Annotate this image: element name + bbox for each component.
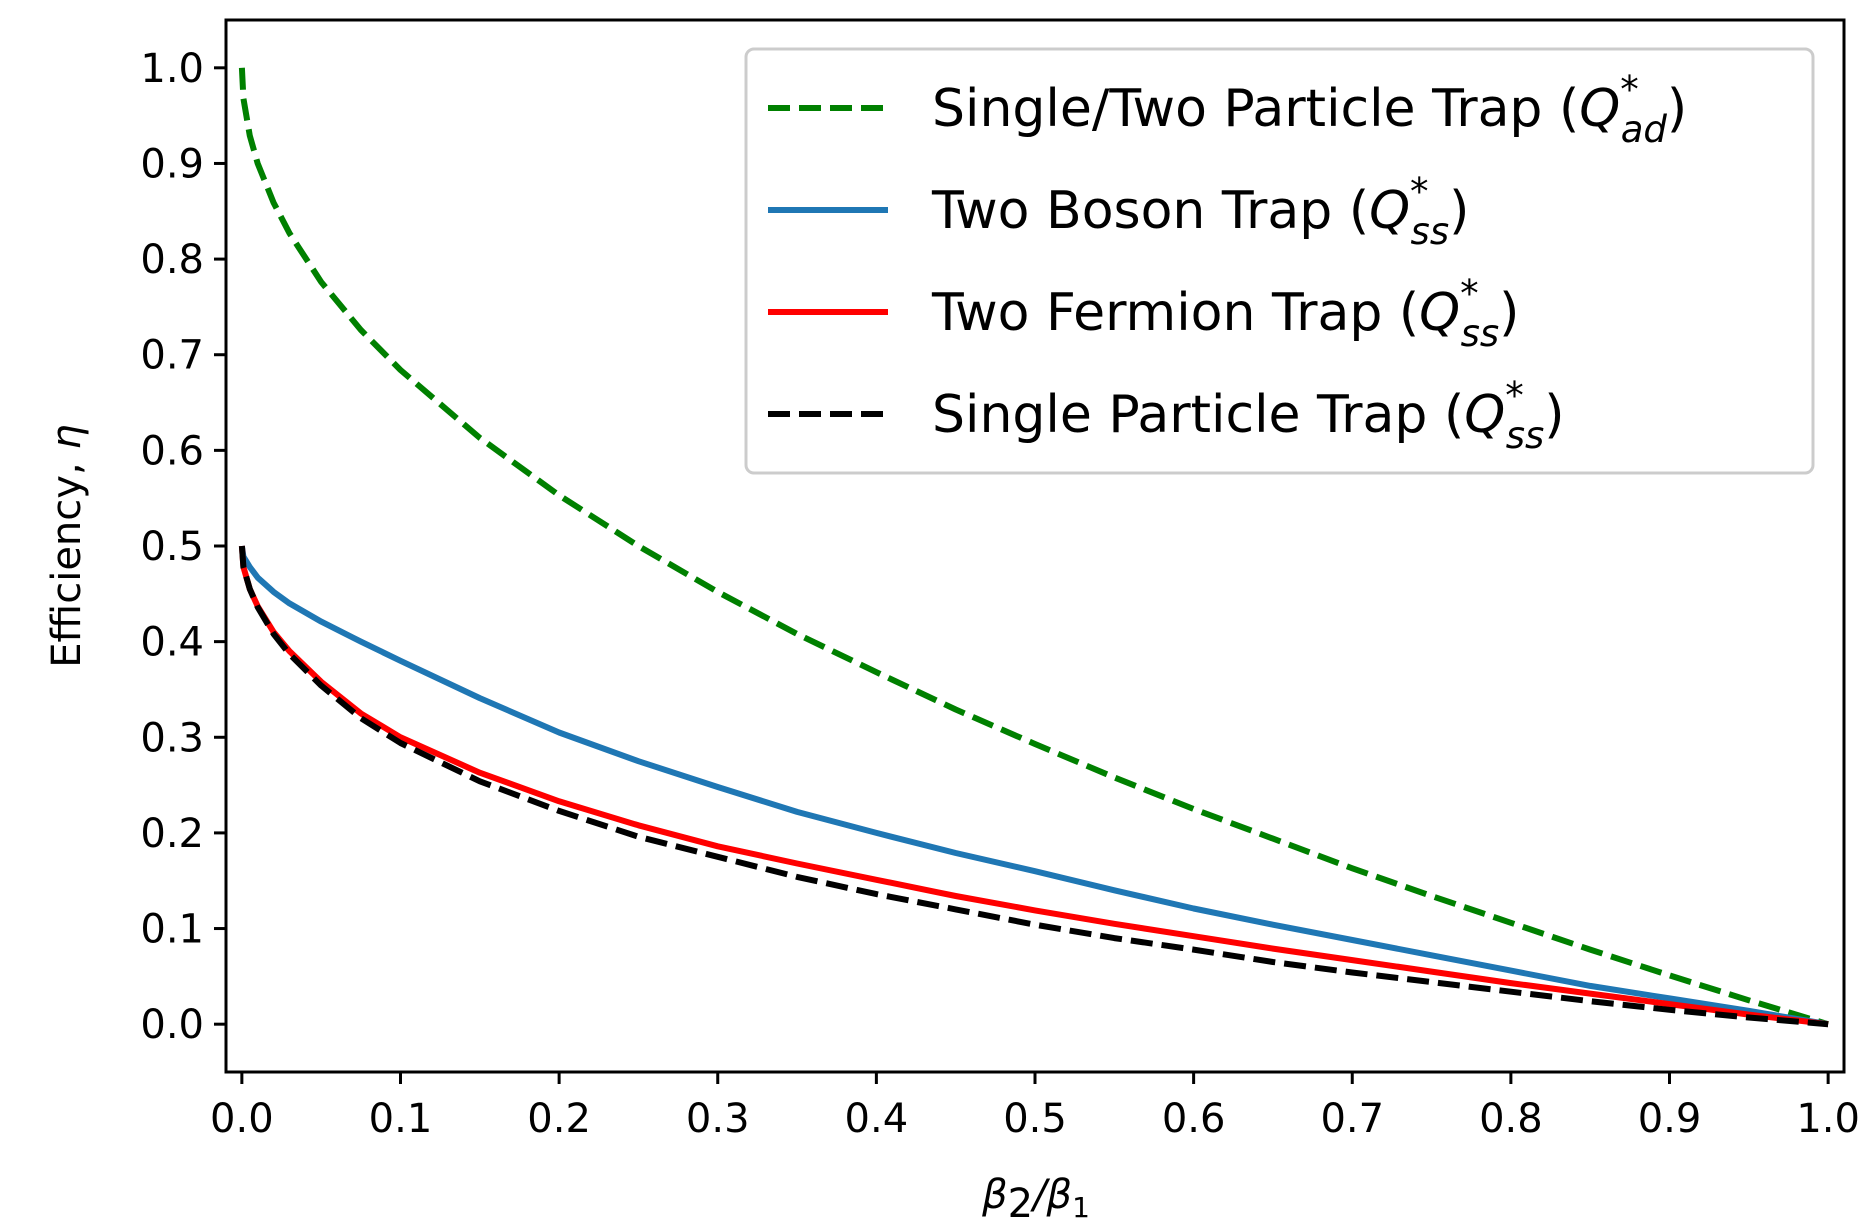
legend-box (744, 47, 1815, 475)
y-tick-label: 0.1 (140, 907, 204, 953)
series-line-2 (238, 545, 1829, 1028)
y-tick-label: 0.5 (140, 524, 204, 570)
legend-label: Single Particle Trap (Q* ss) (932, 374, 1565, 457)
x-tick-label: 0.5 (1003, 1096, 1067, 1142)
y-axis: 0.0 0.1 0.2 0.3 0.4 0.5 0.6 0.7 0.8 0.9 1.0 (140, 46, 226, 1048)
x-tick-label: 0.9 (1638, 1096, 1702, 1142)
x-tick-label: 1.0 (1796, 1096, 1860, 1142)
legend-label: Single/Two Particle Trap (Q* ad) (932, 68, 1687, 151)
x-axis-label: β2/β1 (981, 1172, 1090, 1224)
y-tick-label: 0.8 (140, 237, 204, 283)
series-layer (238, 67, 1829, 1028)
y-tick-label: 0.4 (140, 620, 204, 666)
series-line-4 (238, 545, 1829, 1028)
y-tick-label: 1.0 (140, 46, 204, 92)
x-axis: 0.0 0.1 0.2 0.3 0.4 0.5 0.6 0.7 0.8 0.9 1.0 (210, 1072, 1860, 1142)
y-axis-label: Efficiency, η (44, 424, 90, 667)
y-tick-label: 0.9 (140, 141, 204, 187)
x-tick-label: 0.2 (527, 1096, 591, 1142)
y-tick-label: 0.0 (140, 1002, 204, 1048)
x-tick-label: 0.8 (1479, 1096, 1543, 1142)
x-tick-label: 0.0 (210, 1096, 274, 1142)
legend: Single/Two Particle Trap (Q* ad) Two Boson… (744, 47, 1815, 475)
y-tick-label: 0.6 (140, 428, 204, 474)
series-line-1 (238, 67, 1829, 1028)
y-tick-label: 0.3 (140, 715, 204, 761)
x-tick-label: 0.6 (1162, 1096, 1226, 1142)
x-tick-label: 0.3 (686, 1096, 750, 1142)
y-tick-label: 0.7 (140, 333, 204, 379)
y-tick-label: 0.2 (140, 811, 204, 857)
x-tick-label: 0.4 (845, 1096, 909, 1142)
legend-label: Two Boson Trap (Q* ss) (931, 170, 1469, 253)
legend-label: Two Fermion Trap (Q* ss) (931, 272, 1519, 355)
x-tick-label: 0.7 (1320, 1096, 1384, 1142)
x-tick-label: 0.1 (369, 1096, 433, 1142)
